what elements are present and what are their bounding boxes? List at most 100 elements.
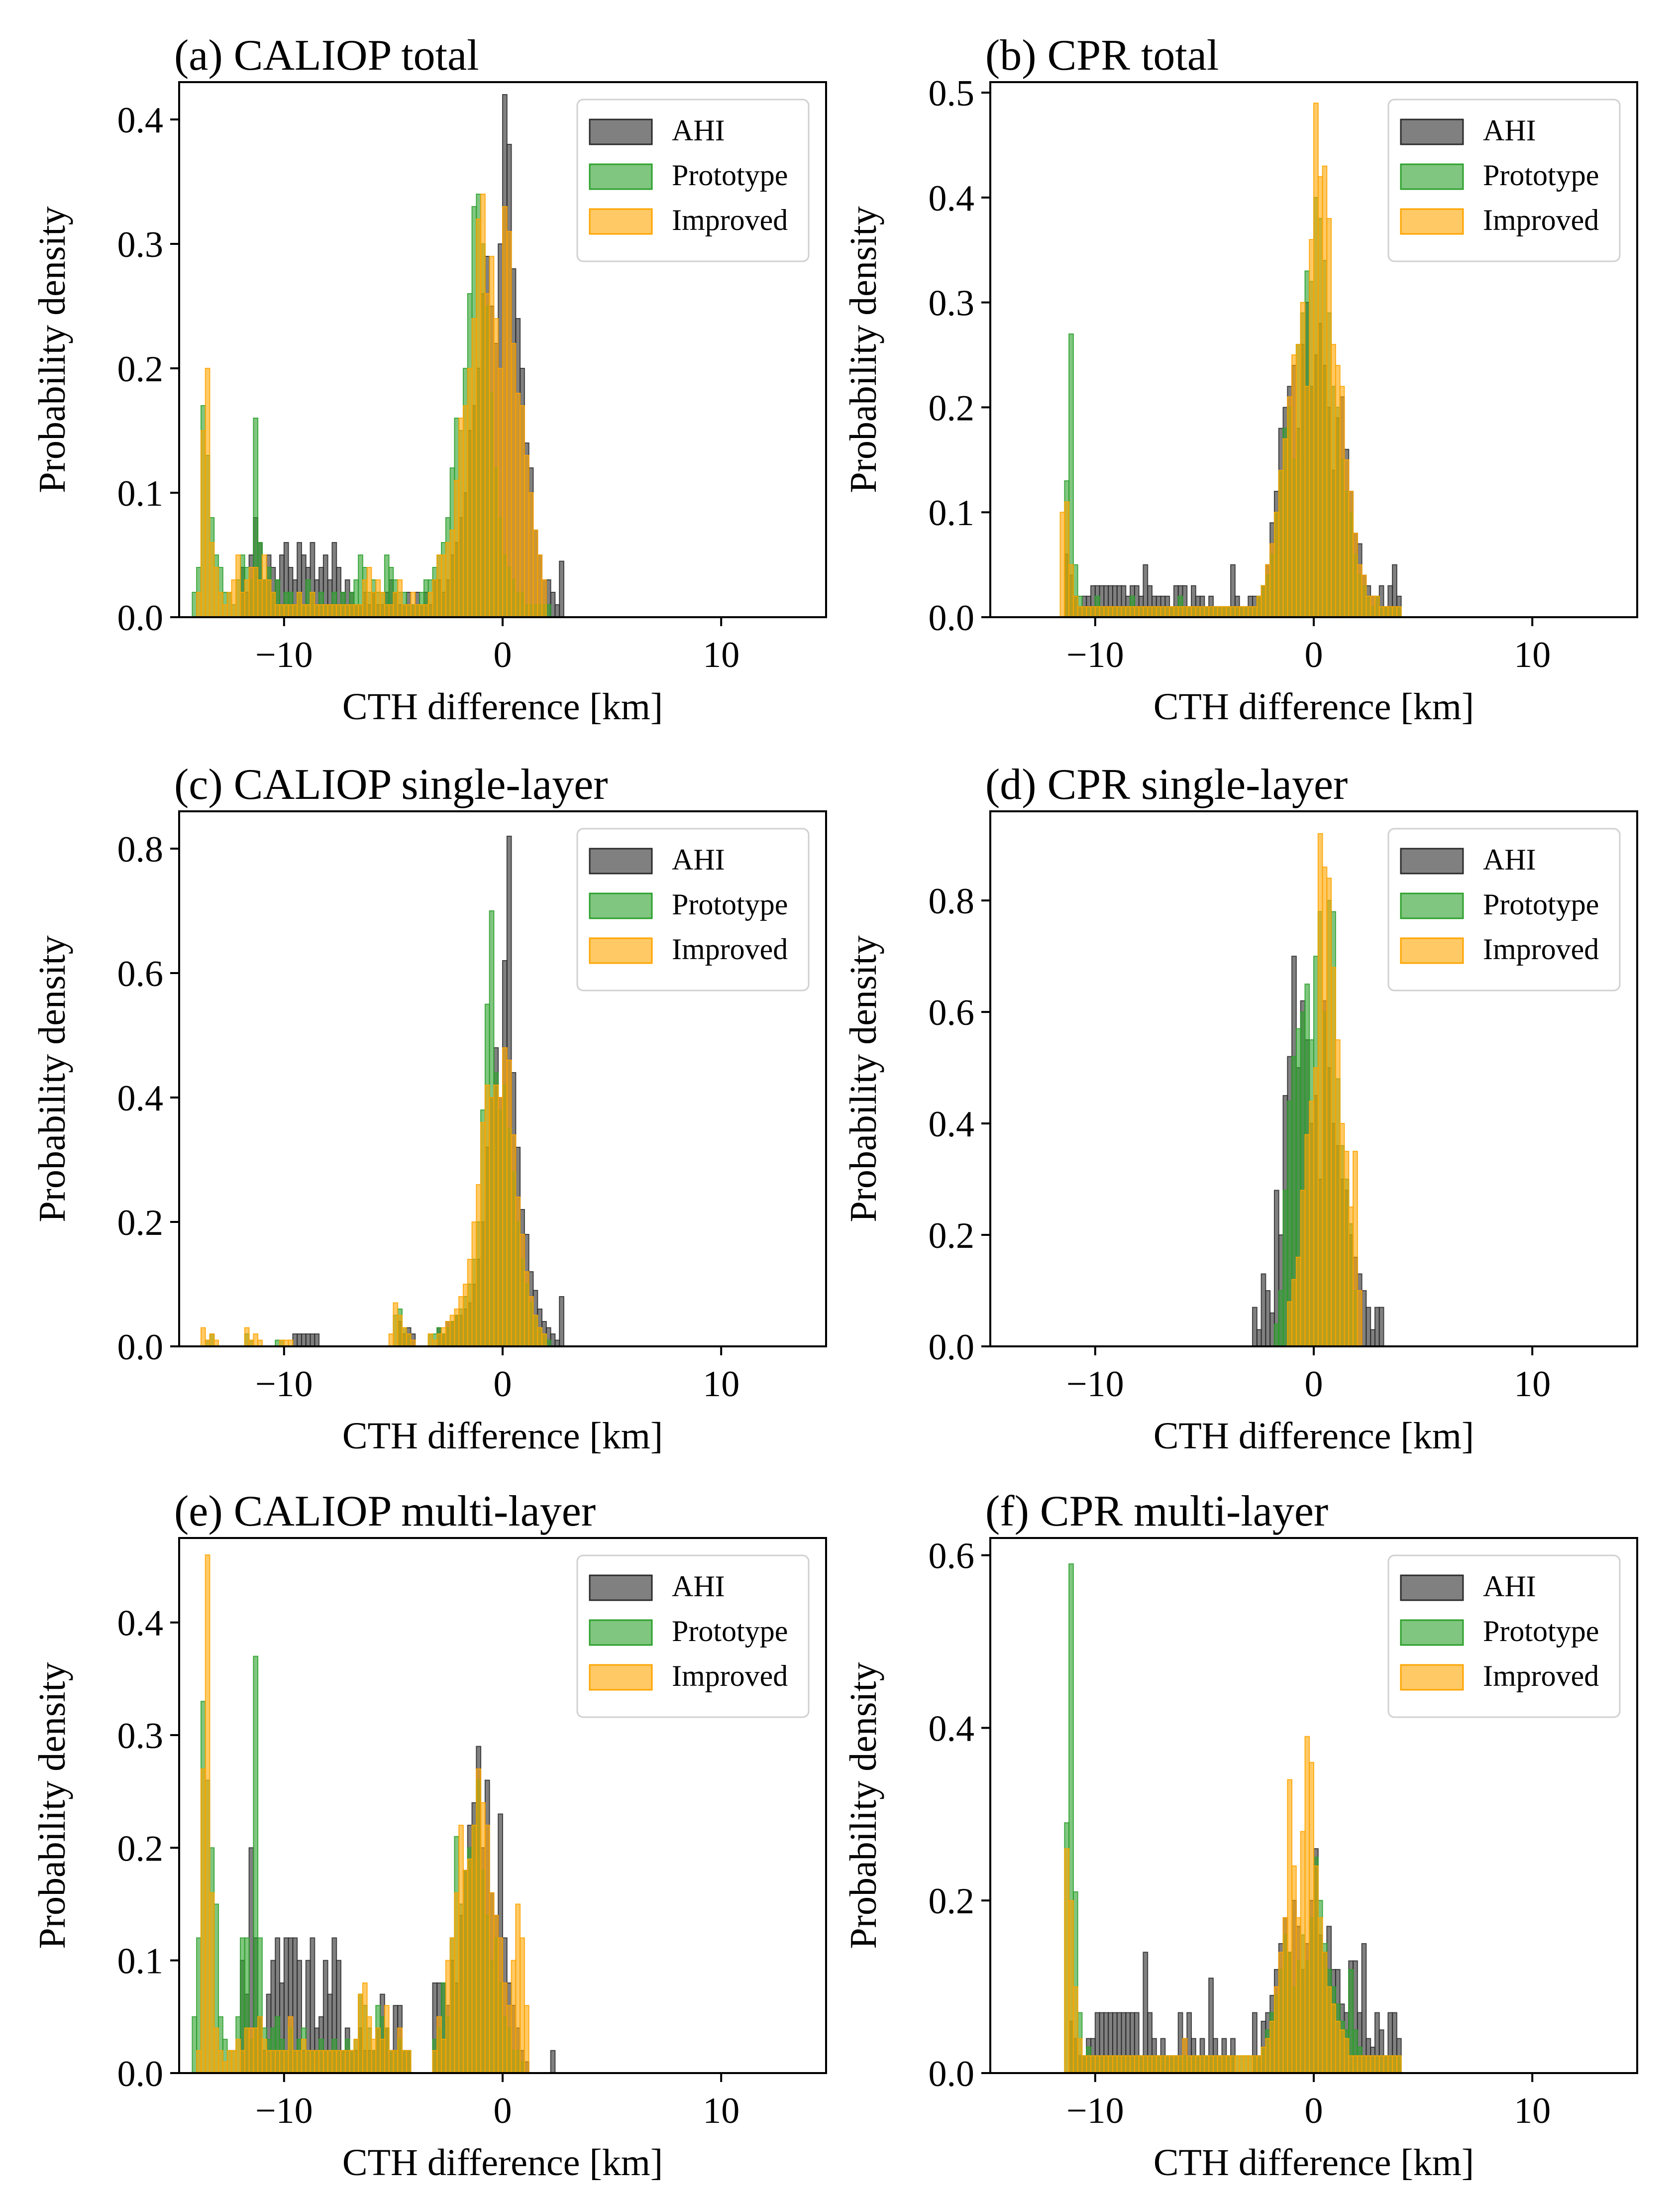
- legend: AHI Prototype Improved: [576, 99, 810, 262]
- bar-ahi: [550, 592, 556, 618]
- bar-ahi: [1265, 1290, 1271, 1347]
- bar-improved: [1164, 2055, 1170, 2074]
- y-tick-label: 0.0: [117, 1327, 164, 1368]
- bar-improved: [288, 604, 294, 618]
- y-tick-label: 0.3: [117, 224, 164, 265]
- bar-improved: [1344, 459, 1350, 618]
- bar-improved: [1108, 2055, 1113, 2074]
- bar-improved: [239, 592, 245, 618]
- legend-label-ahi: AHI: [1483, 114, 1536, 147]
- bar-improved: [1331, 343, 1336, 618]
- bar-improved: [1256, 2055, 1262, 2074]
- bar-improved: [1138, 2055, 1144, 2074]
- bar-improved: [1155, 606, 1161, 618]
- legend-label-improved: Improved: [672, 1659, 788, 1692]
- bar-improved: [1064, 1848, 1070, 2074]
- bar-improved: [1313, 1865, 1319, 2074]
- x-tick-label: 0: [1305, 635, 1323, 675]
- bar-improved: [1361, 574, 1367, 618]
- bar-improved: [1059, 512, 1065, 618]
- legend-label-prototype: Prototype: [672, 888, 788, 921]
- bar-improved: [1160, 2055, 1166, 2074]
- bar-ahi: [550, 1333, 556, 1347]
- legend-label-ahi: AHI: [672, 1570, 725, 1603]
- x-tick-label: −10: [255, 635, 313, 675]
- bar-improved: [1226, 2055, 1232, 2074]
- bar-improved: [375, 579, 381, 618]
- x-axis-label: CTH difference [km]: [342, 1415, 663, 1457]
- bar-ahi: [559, 1296, 564, 1347]
- bar-improved: [511, 1134, 517, 1347]
- bar-improved: [244, 2027, 250, 2074]
- bar-improved: [1365, 2055, 1371, 2074]
- bar-improved: [327, 604, 333, 618]
- bar-improved: [1134, 606, 1140, 618]
- bar-improved: [340, 2050, 346, 2074]
- bar-improved: [1273, 1986, 1279, 2074]
- bar-ahi: [1374, 1307, 1380, 1347]
- chart-title: (f) CPR multi-layer: [985, 1487, 1328, 1536]
- bar-improved: [1282, 1917, 1288, 2074]
- bar-improved: [235, 2039, 241, 2074]
- bar-improved: [1068, 1900, 1074, 2074]
- y-tick-label: 0.6: [929, 992, 975, 1033]
- bar-improved: [511, 1960, 517, 2074]
- bar-improved: [462, 405, 468, 618]
- bar-prototype: [1273, 1323, 1279, 1347]
- bar-improved: [384, 604, 390, 618]
- legend-label-ahi: AHI: [672, 114, 725, 147]
- bar-improved: [1182, 2038, 1188, 2074]
- x-tick-label: 0: [494, 1364, 512, 1405]
- x-tick-label: −10: [255, 2090, 313, 2131]
- bar-improved: [532, 1315, 538, 1347]
- bar-improved: [209, 542, 215, 618]
- bar-improved: [436, 1333, 442, 1347]
- bar-improved: [310, 2050, 315, 2074]
- bar-improved: [1234, 2055, 1240, 2074]
- bar-improved: [1392, 606, 1397, 618]
- bar-ahi: [559, 560, 564, 618]
- chart-panels: (a) CALIOP total −10 0 10 0.0 0.1 0.2 0.3 0.4 CTH…: [31, 31, 1638, 2184]
- bar-improved: [366, 567, 372, 618]
- bar-improved: [253, 1333, 259, 1347]
- y-tick-label: 0.6: [117, 954, 164, 994]
- y-tick-label: 0.2: [117, 349, 164, 390]
- bar-improved: [1295, 1256, 1301, 1347]
- bar-improved: [344, 604, 350, 618]
- bar-improved: [231, 579, 237, 618]
- bar-ahi: [310, 1333, 315, 1347]
- bar-improved: [327, 2050, 333, 2074]
- bar-improved: [1143, 2055, 1149, 2074]
- bar-improved: [1125, 606, 1131, 618]
- bar-improved: [1348, 2055, 1354, 2074]
- legend: AHI Prototype Improved: [1387, 1554, 1621, 1718]
- bar-improved: [471, 1825, 477, 2074]
- bar-improved: [1134, 2055, 1140, 2074]
- bar-improved: [1068, 564, 1074, 618]
- bar-improved: [1090, 2055, 1096, 2074]
- legend: AHI Prototype Improved: [576, 1554, 810, 1718]
- chart-panel-c: (c) CALIOP single-layer −10 0 10 0.0 0.2 0.4 0.…: [31, 761, 827, 1457]
- x-tick-label: −10: [1066, 2090, 1124, 2131]
- legend-swatch-improved: [1400, 208, 1464, 235]
- bar-improved: [1217, 2055, 1223, 2074]
- bar-improved: [1208, 606, 1214, 618]
- bar-improved: [1353, 1151, 1358, 1347]
- y-tick-label: 0.1: [929, 493, 975, 534]
- bar-improved: [1357, 2055, 1363, 2074]
- bar-improved: [209, 1333, 215, 1347]
- y-tick-label: 0.0: [117, 598, 164, 639]
- bar-improved: [1099, 606, 1105, 618]
- bar-improved: [1103, 606, 1109, 618]
- bar-improved: [406, 2050, 412, 2074]
- bar-improved: [1064, 501, 1070, 618]
- bar-improved: [520, 1937, 525, 2074]
- bar-improved: [205, 1554, 210, 2074]
- bar-improved: [1269, 543, 1275, 618]
- bar-improved: [406, 604, 412, 618]
- bar-improved: [1152, 606, 1157, 618]
- bar-improved: [537, 554, 543, 618]
- bar-improved: [1326, 218, 1332, 618]
- bar-improved: [314, 604, 320, 618]
- bar-improved: [520, 1234, 525, 1347]
